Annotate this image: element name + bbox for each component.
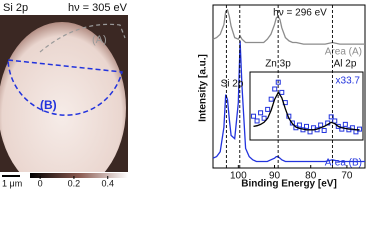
colorbar xyxy=(30,173,128,178)
region-a-label: (A) xyxy=(92,34,107,46)
data-point xyxy=(332,118,338,124)
data-point xyxy=(279,89,285,95)
chart-title: hν = 296 eV xyxy=(273,8,327,19)
data-point xyxy=(261,115,267,121)
data-point xyxy=(272,86,278,92)
annotation: Si 2p xyxy=(221,79,244,90)
x-tick-label: 90 xyxy=(269,171,281,182)
data-point xyxy=(265,106,271,112)
legend-label: Area (B) xyxy=(325,158,362,169)
region-b-label: (B) xyxy=(40,98,57,112)
data-point xyxy=(342,121,348,127)
data-point xyxy=(335,123,341,129)
region-b-outline xyxy=(7,59,123,116)
image-label: Si 2p xyxy=(3,2,28,14)
series-line xyxy=(253,91,360,131)
data-point xyxy=(296,122,302,128)
data-point xyxy=(321,127,327,133)
data-point xyxy=(254,118,260,124)
data-point xyxy=(304,123,309,129)
data-point xyxy=(318,122,324,128)
annotation: Zn 3p xyxy=(265,59,291,70)
x-tick-label: 70 xyxy=(341,171,353,182)
annotation: Al 2p xyxy=(334,59,357,70)
x-tick-label: 100 xyxy=(230,171,247,182)
series-line xyxy=(212,40,365,163)
scale-bar-label: 1 μm xyxy=(2,178,22,188)
y-axis-label: Intensity [a.u.] xyxy=(198,54,209,122)
data-point xyxy=(289,120,295,126)
series-line xyxy=(212,8,365,45)
colorbar-tick-label: 0.4 xyxy=(101,178,114,188)
plot-frame xyxy=(212,4,366,169)
colorbar-tick-label: 0 xyxy=(38,178,43,188)
region-a-outline xyxy=(39,23,126,53)
x-tick-label: 80 xyxy=(305,171,317,182)
data-point xyxy=(356,126,362,132)
x-axis-label: Binding Energy [eV] xyxy=(241,179,337,189)
data-point xyxy=(328,114,334,120)
bright-region xyxy=(0,22,126,172)
legend-label: Area (A) xyxy=(325,47,362,58)
data-point xyxy=(275,79,281,85)
inset-scale-label: x33.7 xyxy=(336,76,361,87)
colorbar-tick-label: 0.2 xyxy=(68,178,81,188)
data-point xyxy=(258,110,264,116)
data-point xyxy=(268,96,274,102)
figure: (A) (B) Si 2p hν = 305 eV 1 μm hν = 296 … xyxy=(0,2,366,189)
image-panel: (A) (B) Si 2p hν = 305 eV 1 μm xyxy=(0,2,128,188)
photon-energy: hν = 305 eV xyxy=(68,2,128,14)
data-point xyxy=(251,113,257,119)
